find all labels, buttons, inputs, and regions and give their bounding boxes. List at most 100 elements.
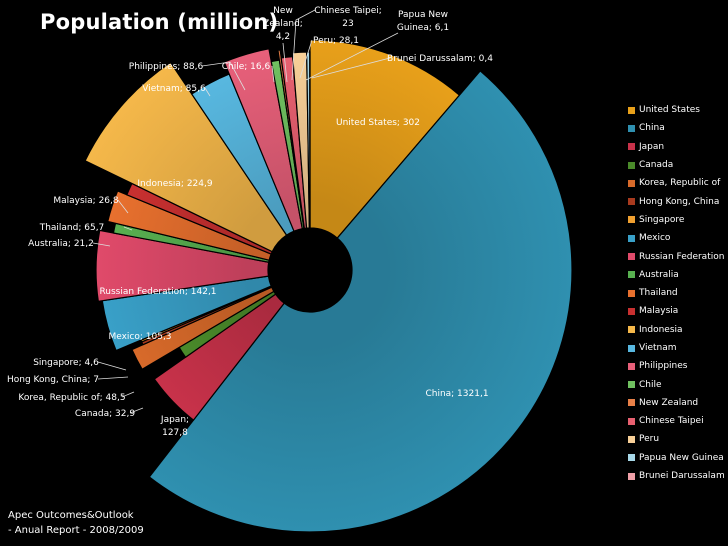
data-label-new-zealand: New Zealand; 4,2 [263, 6, 303, 42]
legend-swatch [628, 399, 635, 407]
data-label-peru: Peru; 28,1 [313, 36, 359, 46]
legend-item: Hong Kong, China [628, 192, 728, 210]
legend-label: New Zealand [639, 397, 699, 408]
chart-title: Population (million) [40, 10, 279, 34]
legend-label: Canada [639, 160, 674, 171]
leader-line-papua-new-guinea [305, 32, 399, 81]
legend-item: Indonesia [628, 321, 728, 339]
legend-label: Vietnam [639, 343, 677, 353]
data-label-japan: Japan; 127,8 [160, 415, 189, 438]
legend-item: Peru [628, 430, 728, 448]
source-note: Apec Outcomes&Outlook - Anual Report - 2… [8, 508, 144, 538]
legend-label: Chile [639, 379, 662, 390]
legend-swatch [628, 289, 635, 297]
legend-item: Thailand [628, 284, 728, 302]
legend-label: Philippines [639, 361, 688, 372]
legend-item: Canada [628, 156, 728, 174]
legend-item: Korea, Republic of [628, 174, 728, 192]
data-label-china: China; 1321,1 [425, 389, 488, 399]
legend-swatch [628, 198, 635, 206]
legend-swatch [628, 417, 635, 425]
legend-swatch [628, 253, 635, 261]
legend-item: Chile [628, 375, 728, 393]
legend-swatch [628, 161, 635, 169]
leader-line-canada [129, 407, 144, 414]
source-line-2: - Anual Report - 2008/2009 [8, 525, 144, 536]
legend-label: Indonesia [639, 324, 683, 335]
data-label-malaysia: Malaysia; 26,8 [53, 196, 119, 206]
legend-item: Singapore [628, 211, 728, 229]
leader-line-chile [271, 65, 275, 83]
pie-slice-japan [153, 293, 286, 421]
leader-line-chinese-taipei [291, 9, 316, 81]
legend-swatch [628, 143, 635, 151]
data-label-russian-federation: Russian Federation; 142,1 [99, 287, 216, 297]
data-label-vietnam: Vietnam; 85,6 [142, 84, 206, 94]
legend-label: Peru [639, 434, 660, 445]
legend-label: Papua New Guinea [639, 452, 724, 463]
leader-line-philippines [201, 61, 246, 91]
legend-item: Papua New Guinea [628, 449, 728, 467]
legend-swatch [628, 344, 635, 352]
legend-item: Malaysia [628, 302, 728, 320]
legend-swatch [628, 271, 635, 279]
data-label-papua-new-guinea: Papua New Guinea; 6,1 [397, 10, 449, 33]
data-label-australia: Australia; 21,2 [28, 239, 94, 249]
legend-item: Philippines [628, 357, 728, 375]
data-label-mexico: Mexico; 105,3 [108, 332, 171, 342]
leader-line-vietnam [204, 87, 211, 97]
leader-line-korea-republic-of [121, 391, 135, 398]
legend-swatch [628, 435, 635, 443]
legend-item: United States [628, 101, 728, 119]
pie-slice-china [148, 70, 573, 533]
data-label-chile: Chile; 16,6 [222, 62, 271, 72]
legend-swatch [628, 362, 635, 370]
legend-swatch [628, 454, 635, 462]
legend-item: New Zealand [628, 394, 728, 412]
legend-label: Australia [639, 269, 679, 280]
data-label-korea-republic-of: Korea, Republic of; 48,5 [18, 393, 125, 403]
legend-swatch [628, 326, 635, 334]
pie-slice-korea-republic-of [131, 286, 275, 371]
leader-line-new-zealand [282, 42, 288, 83]
pie-slice-philippines [223, 48, 304, 232]
leader-line-australia [92, 242, 111, 247]
pie-slice-russian-federation [95, 229, 270, 302]
data-label-canada: Canada; 32,9 [75, 409, 135, 419]
leader-line-singapore [97, 361, 127, 371]
legend-swatch [628, 106, 635, 114]
legend-label: Thailand [639, 288, 678, 299]
legend-label: China [639, 123, 665, 134]
legend-label: Russian Federation [639, 251, 725, 262]
legend-label: Chinese Taipei [639, 416, 704, 427]
data-label-indonesia: Indonesia; 224,9 [137, 179, 212, 189]
pie-slice-thailand [107, 190, 272, 261]
legend-label: Korea, Republic of [639, 178, 721, 189]
legend-swatch [628, 234, 635, 242]
legend-label: Japan [639, 141, 665, 152]
legend-item: Brunei Darussalam [628, 467, 728, 485]
legend-item: Vietnam [628, 339, 728, 357]
pie-slice-united-states [309, 39, 461, 239]
legend-item: Russian Federation [628, 247, 728, 265]
data-label-thailand: Thailand; 65,7 [39, 223, 105, 233]
chart-legend: United States China Japan Canada Korea, Repu… [628, 101, 728, 485]
legend-swatch [628, 472, 635, 480]
leader-line-malaysia [117, 199, 129, 214]
legend-item: Chinese Taipei [628, 412, 728, 430]
leader-line-hong-kong-china [97, 376, 129, 380]
legend-item: Mexico [628, 229, 728, 247]
legend-swatch [628, 124, 635, 132]
legend-item: China [628, 119, 728, 137]
leader-line-thailand [123, 226, 133, 231]
legend-label: Hong Kong, China [639, 196, 720, 207]
data-label-united-states: United States; 302 [336, 118, 420, 128]
data-label-brunei-darussalam: Brunei Darussalam; 0,4 [387, 54, 493, 64]
legend-label: Malaysia [639, 306, 679, 317]
legend-label: Brunei Darussalam [639, 471, 725, 482]
legend-item: Australia [628, 266, 728, 284]
data-label-hong-kong-china: Hong Kong, China; 7 [7, 375, 99, 385]
leader-line-peru [299, 39, 313, 79]
legend-swatch [628, 179, 635, 187]
